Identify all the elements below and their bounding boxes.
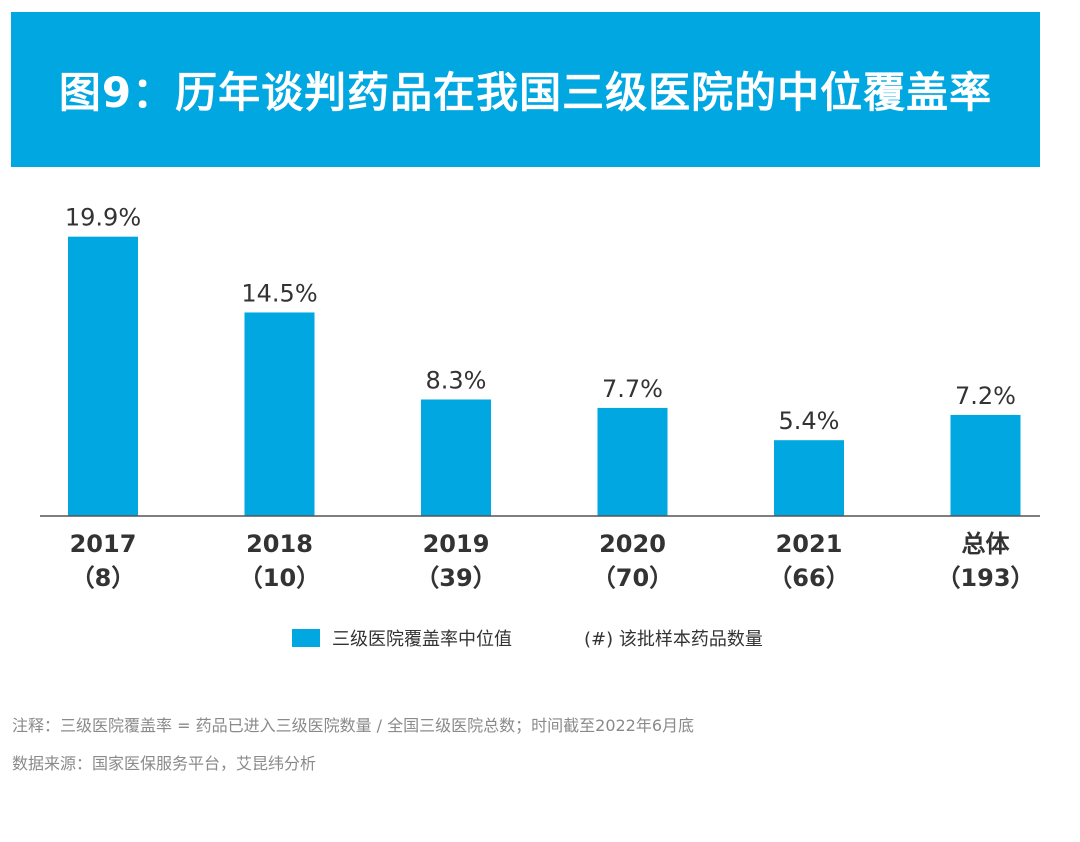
sample-count-label-0: （8）: [71, 564, 136, 592]
data-label-3: 7.7%: [602, 375, 663, 403]
legend-count-label: (#) 该批样本药品数量: [584, 629, 763, 650]
sample-count-label-3: （70）: [592, 564, 673, 592]
sample-count-label-5: （193）: [936, 564, 1034, 592]
sample-count-label-1: （10）: [239, 564, 320, 592]
category-label-0: 2017: [70, 530, 137, 558]
legend: 三级医院覆盖率中位值 (#) 该批样本药品数量: [292, 624, 763, 652]
data-label-1: 14.5%: [241, 279, 317, 307]
data-label-4: 5.4%: [779, 407, 840, 435]
footnote: 注释：三级医院覆盖率 = 药品已进入三级医院数量 / 全国三级医院总数；时间截至…: [12, 716, 695, 735]
data-source: 数据来源：国家医保服务平台，艾昆纬分析: [12, 754, 317, 773]
bar-1: [244, 312, 315, 516]
bar-3: [597, 407, 668, 516]
data-label-5: 7.2%: [955, 382, 1016, 410]
chart-title: 图9：历年谈判药品在我国三级医院的中位覆盖率: [58, 68, 993, 117]
legend-count-note: (#) 该批样本药品数量: [584, 625, 763, 651]
bar-0: [68, 236, 138, 516]
legend-item-series: 三级医院覆盖率中位值: [292, 625, 512, 651]
title-banner: 图9：历年谈判药品在我国三级医院的中位覆盖率: [11, 12, 1040, 167]
category-label-1: 2018: [246, 530, 313, 558]
bar-5: [950, 414, 1021, 516]
category-label-5: 总体: [962, 530, 1011, 558]
data-label-0: 19.9%: [65, 204, 141, 232]
bar-4: [774, 440, 844, 516]
category-label-3: 2020: [599, 530, 666, 558]
legend-series-label: 三级医院覆盖率中位值: [332, 629, 512, 650]
sample-count-label-2: （39）: [415, 564, 496, 592]
data-label-2: 8.3%: [426, 366, 487, 394]
bar-2: [421, 399, 491, 516]
legend-swatch: [292, 629, 320, 647]
category-label-4: 2021: [776, 530, 843, 558]
category-label-2: 2019: [423, 530, 490, 558]
sample-count-label-4: （66）: [768, 564, 849, 592]
